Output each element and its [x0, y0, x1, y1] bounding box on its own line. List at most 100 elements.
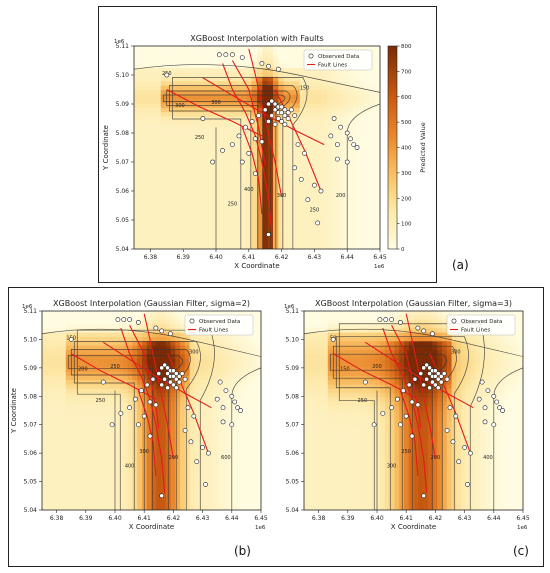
- heatmap-cell: [342, 380, 348, 386]
- heatmap-cell: [374, 244, 380, 249]
- heatmap-cell: [246, 138, 253, 144]
- heatmap-cell: [315, 98, 322, 104]
- heatmap-cell: [299, 81, 306, 87]
- heatmap-cell: [337, 151, 344, 157]
- heatmap-cell: [84, 336, 91, 342]
- heatmap-cell: [332, 427, 338, 433]
- observed-point: [141, 413, 147, 419]
- heatmap-cell: [337, 134, 344, 140]
- heatmap-cell: [246, 427, 253, 433]
- heatmap-cell: [192, 222, 199, 228]
- heatmap-cell: [42, 388, 48, 394]
- heatmap-cell: [144, 151, 151, 157]
- heatmap-cell: [65, 345, 72, 351]
- heatmap-cell: [227, 505, 234, 510]
- heatmap-cell: [332, 315, 338, 321]
- heatmap-cell: [132, 423, 138, 429]
- heatmap-cell: [166, 116, 173, 122]
- heatmap-cell: [84, 479, 91, 485]
- heatmap-cell: [219, 72, 226, 78]
- heatmap-cell: [351, 380, 357, 386]
- heatmap-cell: [323, 497, 329, 502]
- heatmap-cell: [246, 213, 253, 219]
- heatmap-cell: [294, 81, 301, 87]
- heatmap-cell: [151, 341, 157, 347]
- heatmap-cell: [192, 76, 199, 82]
- observed-point: [272, 121, 278, 127]
- heatmap-cell: [241, 393, 248, 399]
- heatmap-cell: [227, 371, 234, 377]
- heatmap-cell: [51, 484, 57, 489]
- observed-point: [229, 422, 235, 428]
- heatmap-cell: [75, 414, 81, 420]
- heatmap-cell: [346, 401, 353, 407]
- heatmap-cell: [262, 54, 269, 60]
- heatmap-cell: [61, 453, 67, 459]
- heatmap-cell: [337, 427, 343, 433]
- heatmap-cell: [203, 151, 210, 157]
- heatmap-cell: [94, 466, 100, 472]
- heatmap-cell: [170, 427, 176, 433]
- heatmap-cell: [134, 94, 140, 100]
- heatmap-cell: [132, 315, 138, 321]
- heatmap-cell: [305, 72, 312, 78]
- heatmap-cell: [161, 315, 167, 321]
- heatmap-cell: [219, 235, 226, 241]
- heatmap-cell: [235, 125, 242, 131]
- heatmap-cell: [198, 213, 205, 219]
- heatmap-cell: [192, 213, 199, 219]
- heatmap-cell: [141, 328, 148, 334]
- heatmap-cell: [308, 388, 315, 394]
- heatmap-cell: [108, 332, 115, 338]
- heatmap-cell: [94, 419, 100, 425]
- heatmap-cell: [75, 449, 81, 455]
- heatmap-cell: [283, 231, 290, 237]
- heatmap-cell: [267, 59, 274, 65]
- heatmap-cell: [84, 423, 91, 429]
- heatmap-cell: [118, 345, 124, 351]
- heatmap-cell: [332, 419, 338, 425]
- heatmap-cell: [289, 46, 296, 52]
- heatmap-cell: [304, 419, 310, 425]
- heatmap-cell: [189, 388, 195, 394]
- observed-point: [203, 482, 208, 487]
- heatmap-cell: [84, 497, 91, 502]
- observed-point: [118, 410, 124, 416]
- heatmap-cell: [321, 160, 328, 166]
- heatmap-cell: [358, 187, 365, 193]
- heatmap-cell: [342, 72, 349, 78]
- heatmap-cell: [182, 143, 189, 149]
- heatmap-cell: [237, 436, 243, 442]
- heatmap-cell: [42, 505, 48, 510]
- heatmap-cell: [347, 209, 354, 215]
- heatmap-cell: [332, 445, 338, 451]
- heatmap-cell: [134, 226, 140, 232]
- heatmap-cell: [237, 384, 243, 390]
- heatmap-cell: [331, 134, 338, 140]
- heatmap-cell: [203, 336, 210, 342]
- heatmap-cell: [156, 354, 162, 360]
- heatmap-cell: [240, 169, 247, 175]
- heatmap-cell: [198, 121, 205, 127]
- heatmap-cell: [203, 466, 210, 472]
- heatmap-cell: [299, 90, 306, 96]
- heatmap-cell: [230, 151, 237, 157]
- heatmap-cell: [160, 81, 167, 87]
- heatmap-cell: [310, 72, 317, 78]
- heatmap-cell: [321, 244, 328, 249]
- x-tick-label: 6.40: [108, 515, 122, 522]
- heatmap-cell: [283, 173, 290, 179]
- observed-point: [229, 52, 235, 58]
- heatmap-cell: [267, 54, 274, 60]
- heatmap-cell: [240, 81, 247, 87]
- heatmap-cell: [374, 76, 380, 82]
- heatmap-cell: [176, 76, 183, 82]
- heatmap-cell: [70, 471, 76, 476]
- heatmap-cell: [113, 311, 119, 316]
- heatmap-cell: [180, 466, 186, 472]
- heatmap-cell: [175, 497, 181, 502]
- heatmap-cell: [299, 235, 306, 241]
- heatmap-cell: [103, 328, 110, 334]
- heatmap-cell: [156, 488, 162, 494]
- heatmap-cell: [256, 362, 261, 368]
